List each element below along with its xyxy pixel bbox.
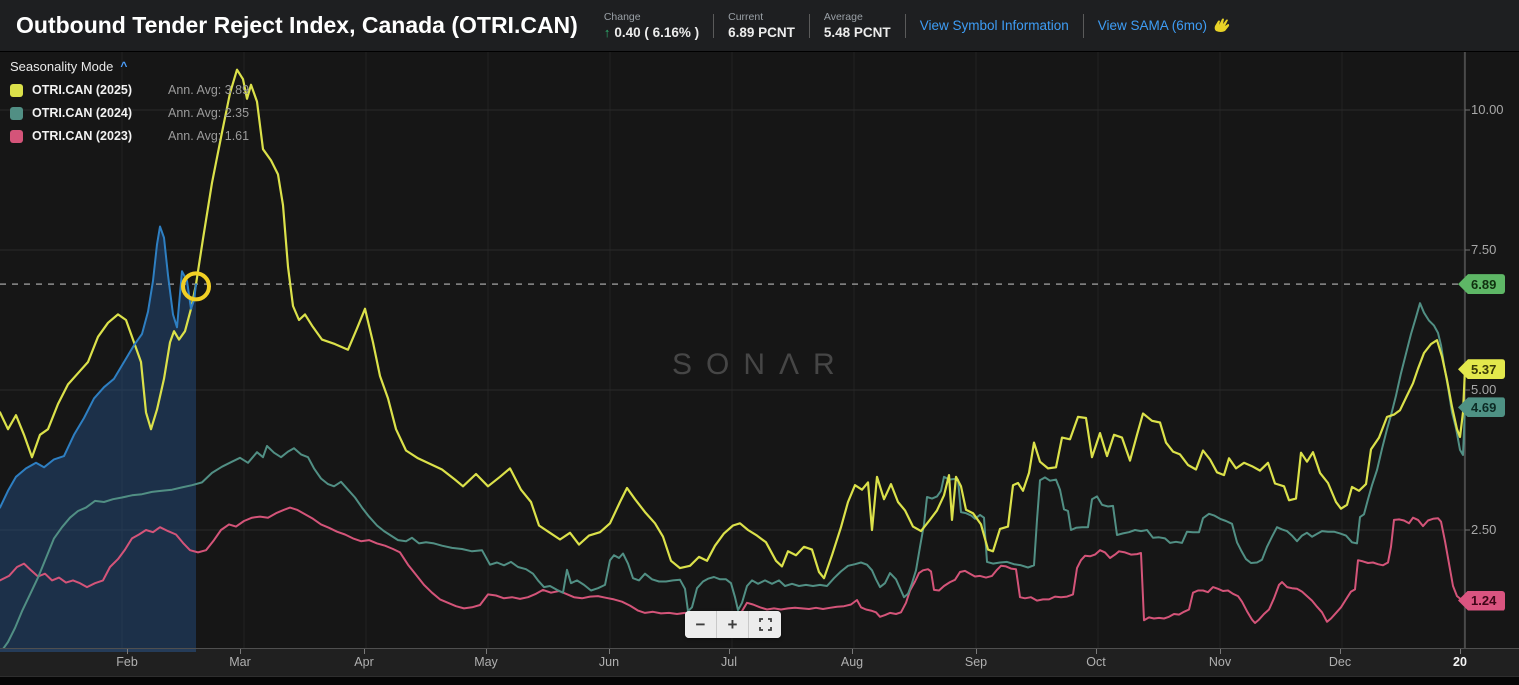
x-axis-strip: Feb Mar Apr May Jun Jul Aug Sep Oct Nov Dec 20	[0, 648, 1519, 676]
header-bar: Outbound Tender Reject Index, Canada (OT…	[0, 0, 1519, 52]
legend-item-2024[interactable]: OTRI.CAN (2024) Ann. Avg: 2.35	[10, 106, 249, 120]
x-axis-tick	[240, 649, 241, 654]
x-axis-tick	[1220, 649, 1221, 654]
stat-change-value: ↑ 0.40 ( 6.16% )	[603, 25, 700, 40]
legend-item-2025[interactable]: OTRI.CAN (2025) Ann. Avg: 3.89	[10, 83, 249, 97]
x-axis-tick	[127, 649, 128, 654]
view-symbol-information-link[interactable]: View Symbol Information	[919, 18, 1069, 33]
legend-swatch-2025	[10, 83, 23, 97]
x-axis-tick	[1096, 649, 1097, 654]
x-axis-label: 20	[1453, 655, 1467, 669]
x-axis-label: Nov	[1208, 655, 1232, 669]
legend-swatch-2023	[10, 129, 23, 143]
seasonality-mode-toggle[interactable]: Seasonality Mode ^	[10, 58, 249, 75]
fullscreen-icon	[758, 618, 772, 631]
stat-change: Change ↑ 0.40 ( 6.16% )	[604, 11, 699, 40]
view-sama-link[interactable]: View SAMA (6mo)	[1098, 18, 1231, 33]
page-title: Outbound Tender Reject Index, Canada (OT…	[16, 12, 578, 38]
sonar-watermark: SONΛR	[672, 348, 849, 381]
selection-range-hint	[0, 649, 196, 652]
x-axis-tick	[1340, 649, 1341, 654]
price-badge: 4.69	[1458, 397, 1506, 418]
stat-current: Current 6.89 PCNT	[728, 11, 795, 40]
sama-hand-icon	[1214, 18, 1230, 32]
x-axis-label: Feb	[116, 655, 138, 669]
header-divider	[1082, 13, 1084, 38]
bottom-bar	[0, 676, 1519, 685]
zoom-in-button[interactable]: +	[717, 611, 749, 638]
price-badge: 6.89	[1458, 274, 1506, 295]
x-axis-tick	[729, 649, 730, 654]
header-divider	[808, 13, 810, 38]
stat-current-label: Current	[728, 11, 764, 23]
price-badge: 5.37	[1458, 359, 1506, 380]
x-axis-tick	[1460, 649, 1461, 654]
x-axis-tick	[852, 649, 853, 654]
x-axis-label: Aug	[840, 655, 864, 669]
y-axis-label: 2.50	[1471, 522, 1497, 537]
legend-label-2025: OTRI.CAN (2025)	[32, 83, 133, 97]
x-axis-tick	[486, 649, 487, 654]
y-axis-label: 7.50	[1471, 242, 1497, 257]
zoom-out-button[interactable]: −	[685, 611, 717, 638]
current-point-marker	[181, 271, 211, 302]
x-axis-label: May	[474, 655, 498, 669]
x-axis-label: Oct	[1086, 655, 1106, 669]
legend-avg-2024: Ann. Avg: 2.35	[168, 106, 250, 120]
x-axis-label: Jul	[721, 655, 737, 669]
x-axis-label: Dec	[1328, 655, 1352, 669]
stat-average-label: Average	[823, 11, 863, 23]
legend-label-2024: OTRI.CAN (2024)	[32, 106, 133, 120]
legend-panel: Seasonality Mode ^ OTRI.CAN (2025) Ann. …	[10, 59, 249, 143]
x-axis-label: Apr	[354, 655, 374, 669]
series-line	[0, 506, 1466, 624]
series-line	[0, 225, 197, 509]
chevron-up-icon: ^	[120, 58, 128, 73]
zoom-controls: − +	[685, 611, 781, 638]
x-axis-tick	[364, 649, 365, 654]
fullscreen-button[interactable]	[749, 611, 781, 638]
current-period-area	[0, 226, 196, 648]
series-line	[0, 68, 1467, 580]
x-axis-label: Mar	[229, 655, 251, 669]
x-axis-label: Jun	[598, 655, 620, 669]
header-divider	[713, 13, 715, 38]
stat-current-value: 6.89 PCNT	[728, 25, 795, 40]
header-divider	[904, 13, 906, 38]
y-axis-label: 5.00	[1471, 382, 1497, 397]
y-axis-label: 10.00	[1471, 102, 1504, 117]
legend-item-2023[interactable]: OTRI.CAN (2023) Ann. Avg: 1.61	[10, 129, 249, 143]
series-line	[2, 302, 1466, 648]
legend-swatch-2024	[10, 106, 23, 120]
legend-label-2023: OTRI.CAN (2023)	[32, 129, 133, 143]
seasonality-mode-label: Seasonality Mode	[10, 59, 114, 74]
x-axis-label: Sep	[964, 655, 988, 669]
x-axis-tick	[976, 649, 977, 654]
stat-average: Average 5.48 PCNT	[824, 11, 891, 40]
chart-canvas[interactable]	[0, 0, 1519, 648]
up-arrow-icon: ↑	[603, 25, 611, 40]
stat-change-label: Change	[603, 11, 641, 23]
stat-average-value: 5.48 PCNT	[823, 25, 891, 40]
legend-avg-2023: Ann. Avg: 1.61	[168, 129, 250, 143]
x-axis-tick	[609, 649, 610, 654]
price-badge: 1.24	[1458, 590, 1506, 611]
legend-avg-2025: Ann. Avg: 3.89	[168, 83, 250, 97]
